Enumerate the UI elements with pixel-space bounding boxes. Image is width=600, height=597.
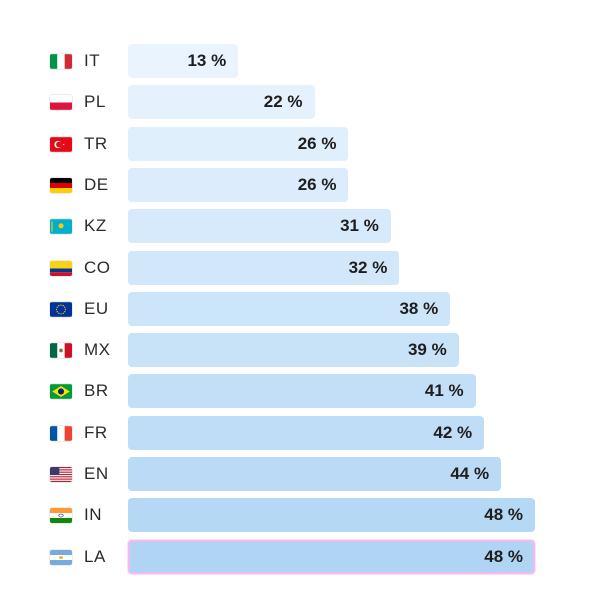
value-label: 13 %	[187, 51, 227, 70]
category-label: FR	[84, 422, 108, 442]
value-label: 44 %	[450, 464, 490, 483]
brazil-flag-icon	[50, 384, 72, 400]
category-label: CO	[84, 257, 111, 277]
value-label: 32 %	[348, 257, 388, 277]
chart-row-eu: EU 38 %	[0, 291, 600, 327]
bar: 44 %	[128, 457, 502, 491]
bar: 48 %	[128, 498, 535, 533]
chart-row-it: IT 13 %	[0, 43, 600, 79]
bar: 13 %	[128, 44, 239, 78]
germany-flag-icon	[50, 177, 72, 193]
category-label: KZ	[84, 216, 107, 236]
bar: 42 %	[128, 415, 485, 450]
category-label: IT	[84, 51, 101, 70]
france-flag-icon	[50, 425, 72, 441]
bar: 31 %	[128, 209, 391, 244]
category-label: IN	[84, 505, 102, 525]
chart-row-co: CO 32 %	[0, 250, 600, 286]
bar: 41 %	[128, 374, 476, 409]
bar: 26 %	[128, 167, 349, 202]
chart-row-en: EN 44 %	[0, 456, 600, 492]
category-label: DE	[84, 174, 109, 194]
chart-row-la: LA 48 %	[0, 539, 600, 575]
value-label: 26 %	[297, 174, 337, 194]
chart-row-in: IN 48 %	[0, 497, 600, 533]
usa-flag-icon	[50, 467, 72, 482]
turkey-flag-icon	[50, 136, 72, 152]
italy-flag-icon	[50, 54, 72, 69]
chart-row-mx: MX 39 %	[0, 332, 600, 368]
bar: 32 %	[128, 250, 400, 285]
bar: 22 %	[128, 85, 315, 120]
chart-row-pl: PL 22 %	[0, 84, 600, 120]
value-label: 38 %	[399, 298, 439, 318]
bar: 48 %	[128, 539, 535, 574]
value-label: 42 %	[433, 422, 473, 442]
chart-row-de: DE 26 %	[0, 167, 600, 203]
india-flag-icon	[50, 508, 72, 524]
chart-row-tr: TR 26 %	[0, 126, 600, 162]
bar: 38 %	[128, 291, 451, 326]
bar: 26 %	[128, 126, 349, 161]
category-label: MX	[84, 340, 111, 360]
category-label: BR	[84, 381, 109, 401]
value-label: 41 %	[424, 381, 464, 401]
poland-flag-icon	[50, 95, 72, 111]
category-label: EU	[84, 298, 109, 318]
bar: 39 %	[128, 333, 459, 368]
chart-row-kz: KZ 31 %	[0, 208, 600, 244]
chart-row-fr: FR 42 %	[0, 415, 600, 451]
value-label: 48 %	[484, 505, 523, 525]
kazakhstan-flag-icon	[50, 219, 72, 235]
category-label: TR	[84, 133, 108, 153]
chart-row-br: BR 41 %	[0, 373, 600, 409]
value-label: 31 %	[340, 216, 379, 236]
value-label: 39 %	[407, 340, 447, 360]
category-label: EN	[84, 464, 109, 483]
category-label: PL	[84, 92, 106, 112]
value-label: 22 %	[263, 92, 303, 112]
category-label: LA	[84, 546, 106, 566]
value-label: 26 %	[297, 133, 337, 153]
mexico-flag-icon	[50, 343, 72, 358]
argentina-flag-icon	[50, 549, 72, 565]
value-label: 48 %	[484, 546, 523, 566]
eu-flag-icon	[50, 301, 72, 317]
colombia-flag-icon	[50, 260, 72, 276]
